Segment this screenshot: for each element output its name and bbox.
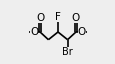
Text: F: F (55, 12, 60, 22)
Text: O: O (71, 13, 79, 23)
Text: O: O (77, 27, 85, 37)
Text: O: O (30, 27, 38, 37)
Text: Br: Br (62, 47, 72, 57)
Text: O: O (36, 13, 44, 23)
